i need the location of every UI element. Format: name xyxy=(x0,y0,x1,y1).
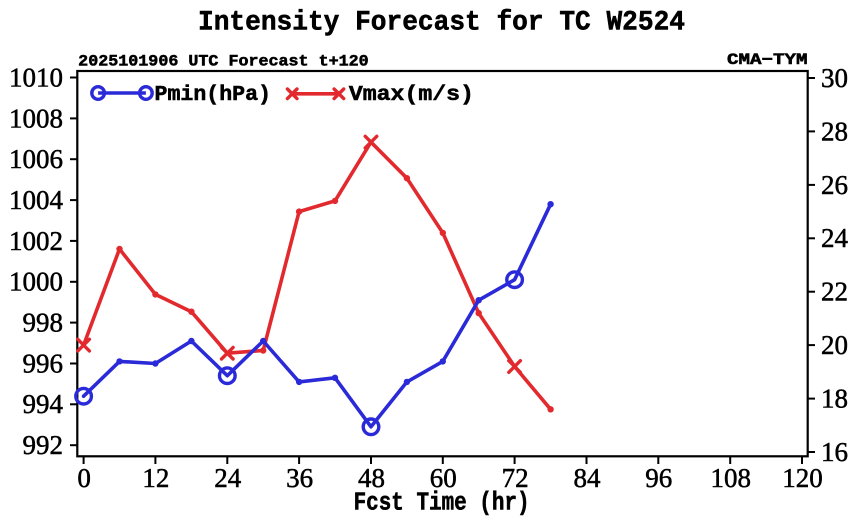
svg-text:108: 108 xyxy=(710,463,751,493)
svg-text:1002: 1002 xyxy=(9,226,63,256)
svg-text:1004: 1004 xyxy=(9,185,64,215)
svg-text:26: 26 xyxy=(821,170,848,200)
svg-text:18: 18 xyxy=(821,384,848,414)
svg-text:12: 12 xyxy=(142,463,169,493)
svg-text:1010: 1010 xyxy=(9,62,63,92)
svg-text:0: 0 xyxy=(77,463,91,493)
svg-text:996: 996 xyxy=(23,348,64,378)
svg-text:1006: 1006 xyxy=(9,144,63,174)
svg-text:20: 20 xyxy=(821,330,848,360)
svg-text:Pmin(hPa): Pmin(hPa) xyxy=(155,84,272,107)
svg-text:1000: 1000 xyxy=(9,267,63,297)
svg-text:96: 96 xyxy=(645,463,672,493)
svg-text:24: 24 xyxy=(821,223,849,253)
svg-text:CMA−TYM: CMA−TYM xyxy=(727,51,808,69)
svg-text:Intensity Forecast for TC W252: Intensity Forecast for TC W2524 xyxy=(198,8,685,39)
svg-text:16: 16 xyxy=(821,437,848,467)
svg-text:998: 998 xyxy=(23,308,64,338)
svg-text:Fcst Time (hr): Fcst Time (hr) xyxy=(354,488,530,518)
svg-text:36: 36 xyxy=(286,463,313,493)
svg-text:992: 992 xyxy=(23,430,64,460)
svg-text:994: 994 xyxy=(23,389,64,419)
svg-text:22: 22 xyxy=(821,277,848,307)
svg-text:30: 30 xyxy=(821,63,848,93)
svg-text:Vmax(m/s): Vmax(m/s) xyxy=(349,84,474,107)
svg-text:72: 72 xyxy=(502,463,529,493)
svg-text:1008: 1008 xyxy=(9,103,63,133)
svg-text:2025101906 UTC Forecast t+120: 2025101906 UTC Forecast t+120 xyxy=(78,53,369,71)
svg-text:60: 60 xyxy=(430,463,457,493)
svg-text:48: 48 xyxy=(358,463,385,493)
svg-text:120: 120 xyxy=(782,463,823,493)
svg-text:24: 24 xyxy=(214,463,242,493)
svg-text:84: 84 xyxy=(574,463,602,493)
svg-text:28: 28 xyxy=(821,116,848,146)
